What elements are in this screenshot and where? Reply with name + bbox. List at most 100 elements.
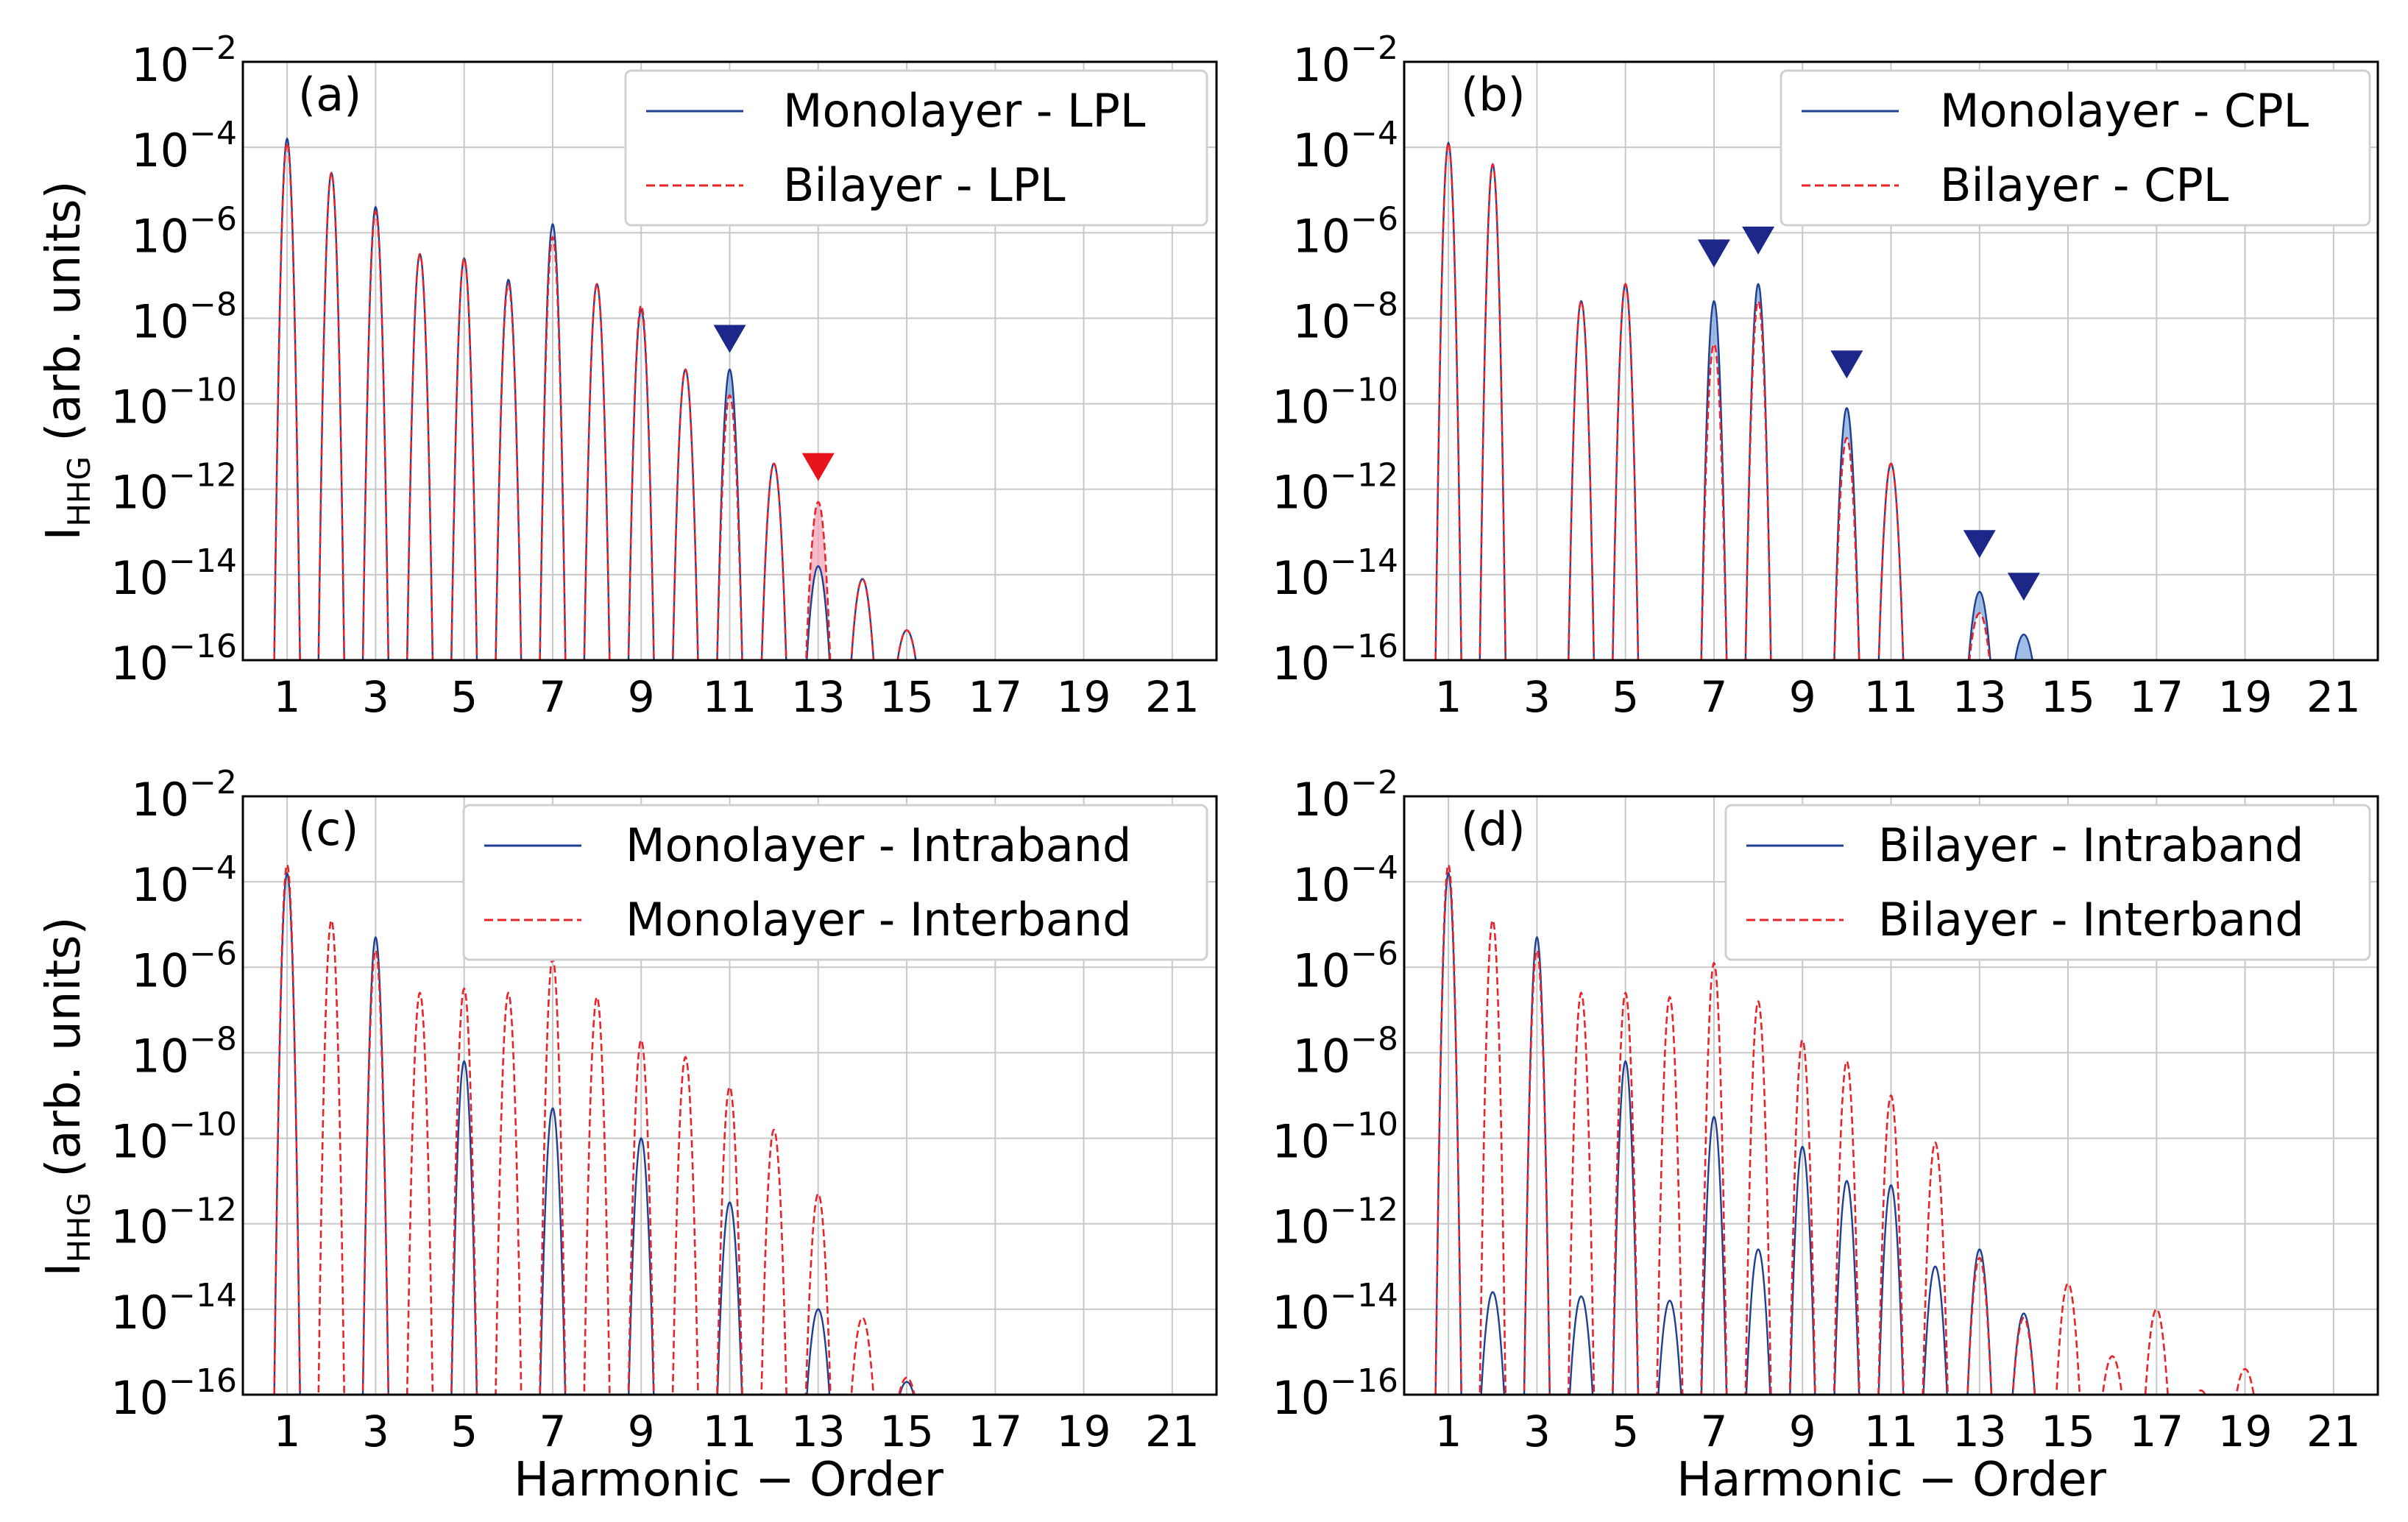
legend-label-c-inter: Monolayer - Interband — [626, 893, 1132, 946]
series-line — [273, 871, 915, 1395]
y-axis-label-a: IHHG (arb. units) — [37, 180, 97, 540]
x-axis-label-d: Harmonic − Order — [1676, 1453, 2106, 1507]
series-line — [1434, 871, 2036, 1395]
x-tick-label: 7 — [1701, 1406, 1728, 1456]
x-tick-label: 3 — [1523, 1406, 1551, 1456]
y-tick-label: 10−16 — [1272, 1362, 1398, 1425]
x-tick-label: 3 — [1523, 672, 1551, 722]
legend-c: Monolayer - Intraband Monolayer - Interb… — [462, 804, 1208, 961]
shaded-peak — [806, 502, 831, 660]
x-tick-label: 11 — [1864, 672, 1919, 722]
curves-b — [1434, 141, 2033, 660]
shaded-peak — [2015, 634, 2033, 660]
peak-marker — [713, 325, 746, 353]
y-tick-label: 10−12 — [110, 457, 237, 520]
panel-label-a: (a) — [298, 68, 361, 121]
x-tick-label: 13 — [1952, 672, 2007, 722]
plot-frame-c — [241, 795, 1218, 1396]
legend-d: Bilayer - Intraband Bilayer - Interband — [1724, 804, 2371, 961]
x-tick-label: 11 — [703, 1406, 757, 1456]
panel-label-c: (c) — [298, 802, 358, 856]
plot-frame-a — [241, 60, 1218, 662]
x-tick-label: 13 — [1952, 1406, 2007, 1456]
x-tick-label: 7 — [1701, 672, 1728, 722]
plot-frame-d — [1403, 795, 2379, 1396]
x-tick-label: 11 — [703, 672, 757, 722]
x-tick-label: 17 — [968, 672, 1022, 722]
x-tick-label: 7 — [539, 1406, 567, 1456]
y-tick-label: 10−6 — [131, 935, 237, 997]
legend-box-d — [1724, 804, 2371, 961]
series-line — [1434, 863, 2255, 1395]
x-tick-label: 21 — [1145, 672, 1200, 722]
x-tick-label: 11 — [1864, 1406, 1919, 1456]
curves-a — [273, 137, 917, 660]
x-tick-label: 15 — [879, 672, 934, 722]
x-tick-label: 9 — [628, 1406, 655, 1456]
legend-box-a — [624, 69, 1208, 227]
ylabel-sub-c: HHG — [61, 1192, 97, 1263]
plot-frame-b — [1403, 60, 2379, 662]
x-tick-label: 3 — [362, 1406, 389, 1456]
x-tick-label: 17 — [2129, 672, 2184, 722]
x-tick-label: 19 — [2218, 1406, 2273, 1456]
series-line — [1434, 141, 1991, 660]
y-tick-label: 10−8 — [1292, 1020, 1398, 1083]
series-line — [273, 141, 917, 660]
xticks-b: 1 3 5 7 9 11 13 15 17 19 21 — [1435, 672, 2361, 722]
xticks-d: 1 3 5 7 9 11 13 15 17 19 21 — [1435, 1406, 2361, 1456]
x-tick-label: 13 — [791, 672, 846, 722]
ylabel-rest-c: (arb. units) — [37, 916, 91, 1192]
x-tick-label: 17 — [968, 1406, 1022, 1456]
y-tick-label: 10−6 — [1292, 935, 1398, 997]
curves-d — [1434, 863, 2255, 1395]
legend-label-c-intra: Monolayer - Intraband — [626, 818, 1131, 872]
x-tick-label: 15 — [879, 1406, 934, 1456]
x-tick-label: 5 — [450, 1406, 478, 1456]
y-tick-label: 10−4 — [1292, 115, 1398, 177]
peak-marker — [1742, 226, 1775, 255]
x-tick-label: 13 — [791, 1406, 846, 1456]
x-tick-label: 9 — [1789, 1406, 1816, 1456]
y-tick-label: 10−16 — [110, 1362, 237, 1425]
x-tick-label: 1 — [1435, 1406, 1462, 1456]
yticks-d: 10−2 10−4 10−6 10−8 10−10 10−12 10−14 10−16 — [1272, 764, 1398, 1425]
ylabel-rest-a: (arb. units) — [37, 180, 91, 456]
x-tick-label: 5 — [1612, 672, 1639, 722]
x-tick-label: 19 — [1057, 672, 1111, 722]
x-tick-label: 17 — [2129, 1406, 2184, 1456]
peak-marker — [801, 453, 835, 481]
x-tick-label: 21 — [2306, 672, 2361, 722]
y-tick-label: 10−16 — [1272, 628, 1398, 690]
y-tick-label: 10−2 — [1292, 764, 1398, 827]
y-tick-label: 10−12 — [1272, 457, 1398, 520]
legend-box-b — [1780, 69, 2371, 227]
svg-text:IHHG (arb. units): IHHG (arb. units) — [37, 916, 97, 1276]
xticks-c: 1 3 5 7 9 11 13 15 17 19 21 — [274, 1406, 1200, 1456]
markers-a — [713, 325, 835, 481]
y-tick-label: 10−8 — [131, 286, 237, 348]
yticks-b: 10−2 10−4 10−6 10−8 10−10 10−12 10−14 10−16 — [1272, 29, 1398, 690]
legend-label-d-inter: Bilayer - Interband — [1878, 893, 2304, 946]
legend-box-c — [462, 804, 1208, 961]
y-tick-label: 10−14 — [1272, 1277, 1398, 1339]
y-tick-label: 10−6 — [1292, 200, 1398, 263]
legend-label-a-mono: Monolayer - LPL — [783, 84, 1146, 138]
y-tick-label: 10−14 — [110, 542, 237, 605]
y-tick-label: 10−12 — [110, 1192, 237, 1254]
y-tick-label: 10−16 — [110, 628, 237, 690]
x-tick-label: 21 — [1145, 1406, 1200, 1456]
x-tick-label: 3 — [362, 672, 389, 722]
panel-label-d: (d) — [1461, 802, 1526, 856]
y-tick-label: 10−10 — [1272, 1106, 1398, 1169]
legend-a: Monolayer - LPL Bilayer - LPL — [624, 69, 1208, 227]
y-tick-label: 10−4 — [131, 849, 237, 912]
y-tick-label: 10−4 — [1292, 849, 1398, 912]
peak-marker — [1830, 350, 1863, 379]
y-tick-label: 10−2 — [131, 764, 237, 827]
x-tick-label: 19 — [2218, 672, 2273, 722]
x-tick-label: 5 — [450, 672, 478, 722]
x-tick-label: 5 — [1612, 1406, 1639, 1456]
